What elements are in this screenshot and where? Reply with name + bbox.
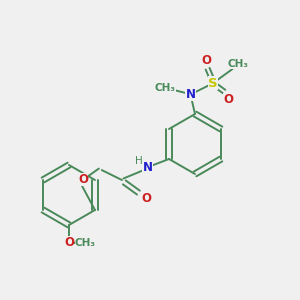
Text: O: O <box>223 93 233 106</box>
Text: N: N <box>185 88 196 101</box>
Text: O: O <box>201 54 212 67</box>
Text: O: O <box>64 236 74 250</box>
Text: O: O <box>78 173 88 186</box>
Text: O: O <box>141 192 151 205</box>
Text: S: S <box>208 76 218 90</box>
Text: CH₃: CH₃ <box>154 83 176 93</box>
Text: CH₃: CH₃ <box>228 59 249 69</box>
Text: N: N <box>142 161 152 174</box>
Text: H: H <box>135 156 143 166</box>
Text: CH₃: CH₃ <box>75 238 96 248</box>
